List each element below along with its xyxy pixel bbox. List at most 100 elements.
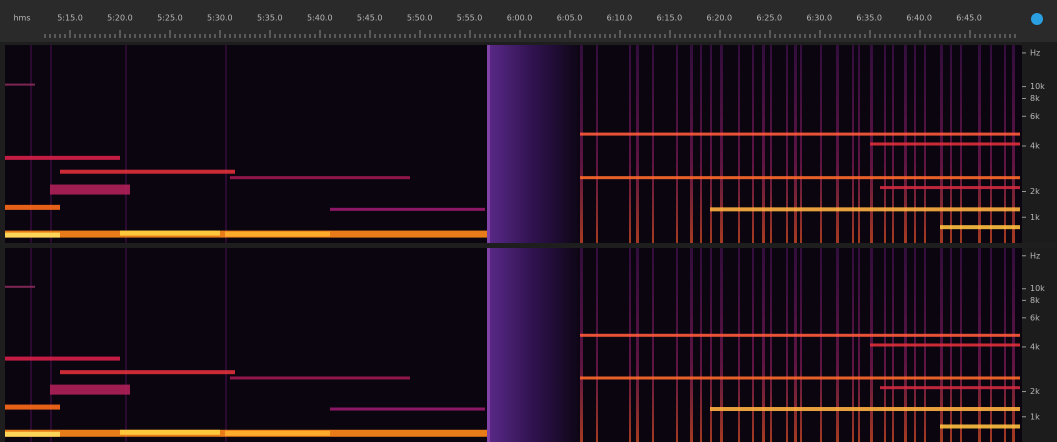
streak (762, 248, 765, 442)
band (5, 404, 60, 410)
band (330, 207, 485, 211)
band (5, 431, 60, 437)
time-label: 6:25.0 (756, 14, 782, 23)
band (330, 407, 485, 411)
band (710, 407, 1020, 412)
noise (487, 248, 580, 442)
time-label: 5:20.0 (107, 14, 133, 23)
band (940, 225, 1020, 230)
streak (676, 45, 678, 243)
band (60, 169, 235, 174)
band (5, 356, 120, 361)
time-label: 5:50.0 (407, 14, 433, 23)
streak (794, 248, 797, 442)
streak (836, 45, 839, 243)
frequency-label: 10k (1030, 82, 1045, 91)
streak (629, 45, 631, 243)
streak (800, 45, 802, 243)
streak (596, 45, 598, 243)
noise-edge (487, 45, 490, 243)
time-label: 6:35.0 (856, 14, 882, 23)
streak (752, 248, 754, 442)
time-label: 6:00.0 (507, 14, 533, 23)
frequency-label: 8k (1030, 296, 1040, 305)
onset (30, 45, 32, 243)
frequency-axis (1022, 42, 1057, 442)
band (120, 429, 220, 435)
streak (720, 45, 723, 243)
band (5, 285, 35, 288)
frequency-label: 4k (1030, 141, 1040, 150)
streak (836, 248, 839, 442)
band (710, 207, 1020, 212)
time-label: 5:30.0 (207, 14, 233, 23)
streak (752, 45, 754, 243)
streak (786, 248, 788, 442)
onset (50, 248, 52, 442)
streak (820, 248, 822, 442)
time-label: 6:40.0 (906, 14, 932, 23)
onset (225, 248, 227, 442)
band (940, 424, 1020, 429)
frequency-label: 2k (1030, 187, 1040, 196)
band (5, 204, 60, 210)
streak (858, 45, 860, 243)
time-label: 5:15.0 (57, 14, 83, 23)
streak (636, 248, 639, 442)
streak (700, 248, 702, 442)
streak (794, 45, 797, 243)
streak (652, 248, 654, 442)
band (580, 132, 1020, 136)
band (50, 184, 130, 195)
frequency-label: 1k (1030, 412, 1040, 421)
frequency-label: Hz (1030, 251, 1040, 260)
streak (770, 45, 772, 243)
streak (629, 248, 631, 442)
streak (580, 248, 583, 442)
frequency-label: 1k (1030, 213, 1040, 222)
streak (800, 248, 802, 442)
band (230, 376, 410, 380)
frequency-label: 2k (1030, 387, 1040, 396)
onset (30, 248, 32, 442)
band (120, 230, 220, 236)
time-label: 6:10.0 (607, 14, 633, 23)
streak (770, 248, 772, 442)
streak (710, 248, 712, 442)
zoom-button[interactable] (1031, 13, 1043, 25)
time-label: 5:35.0 (257, 14, 283, 23)
frequency-label: 10k (1030, 284, 1045, 293)
time-label: 6:30.0 (806, 14, 832, 23)
band (5, 83, 35, 86)
time-label: 5:55.0 (457, 14, 483, 23)
time-label: 5:45.0 (357, 14, 383, 23)
band (60, 370, 235, 375)
panels: Hz 10k 8k 6k 4k 2k 1k Hz 10k 8k 6k 4k 2k 1k (0, 45, 1057, 442)
noise (487, 45, 580, 243)
streak (852, 45, 854, 243)
onset (125, 248, 127, 442)
time-label: hms (13, 14, 30, 23)
band (880, 386, 1020, 390)
band (880, 186, 1020, 190)
time-label: 6:05.0 (557, 14, 583, 23)
streak (690, 248, 693, 442)
noise-edge (487, 248, 490, 442)
streak (596, 248, 598, 442)
streak (762, 45, 765, 243)
onset (225, 45, 227, 243)
time-label: 6:15.0 (657, 14, 683, 23)
band (580, 376, 1020, 380)
streak (820, 45, 822, 243)
band (580, 176, 1020, 180)
band (5, 155, 120, 160)
band (225, 231, 330, 237)
frequency-label: 6k (1030, 112, 1040, 121)
streak (738, 45, 740, 243)
onset (50, 45, 52, 243)
streak (710, 45, 712, 243)
channel-divider (0, 243, 1057, 248)
streak (690, 45, 693, 243)
